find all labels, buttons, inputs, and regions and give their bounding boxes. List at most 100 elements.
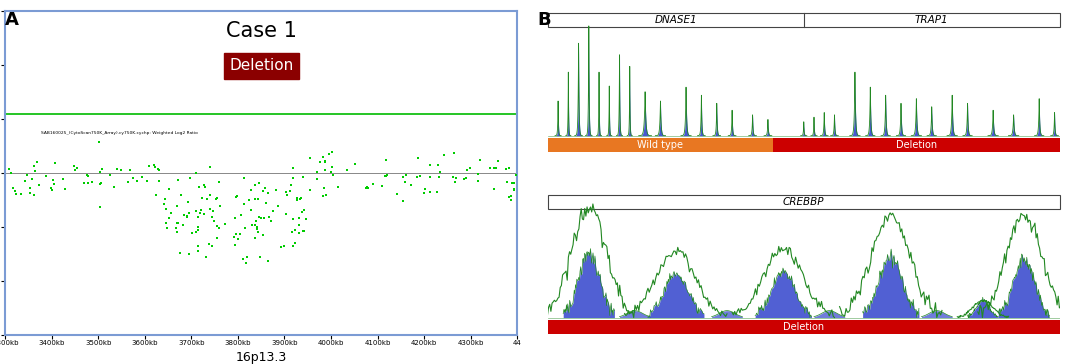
Point (203, 214, 220, 220)
Point (26, 192, 43, 198)
Point (69, 165, 86, 171)
Point (295, 207, 312, 213)
Point (276, 243, 293, 249)
Point (283, 229, 300, 235)
Point (429, 162, 446, 168)
Point (247, 218, 264, 224)
Point (410, 155, 427, 161)
Point (378, 173, 395, 179)
Point (6, 187, 23, 193)
Bar (547, 13, 1060, 27)
Point (317, 159, 334, 165)
Point (179, 199, 196, 205)
Point (119, 179, 136, 185)
Point (308, 177, 325, 182)
Point (29, 159, 46, 165)
Point (191, 184, 208, 190)
Point (430, 174, 447, 180)
Point (26, 163, 43, 169)
Point (278, 192, 295, 198)
Point (196, 182, 213, 187)
Point (171, 250, 189, 256)
Point (211, 179, 228, 185)
Point (359, 185, 376, 190)
Point (317, 192, 334, 198)
Point (178, 213, 195, 218)
Point (19, 172, 36, 178)
Point (16, 178, 33, 183)
Point (265, 207, 282, 213)
Point (506, 180, 523, 186)
Text: B: B (538, 11, 552, 29)
Point (486, 186, 503, 191)
Point (403, 182, 420, 188)
Point (195, 211, 212, 217)
Point (497, 166, 514, 172)
Point (255, 232, 272, 238)
Point (138, 178, 155, 184)
Point (294, 229, 311, 234)
Point (501, 194, 518, 200)
Point (158, 221, 175, 226)
Point (13, 191, 30, 197)
X-axis label: 16p13.3: 16p13.3 (235, 351, 286, 364)
Point (488, 165, 505, 171)
Point (183, 230, 200, 236)
Point (155, 201, 173, 207)
Point (232, 213, 249, 218)
Point (301, 155, 318, 161)
Point (91, 139, 108, 145)
Point (503, 193, 520, 199)
Point (146, 162, 163, 167)
Point (323, 169, 340, 175)
Point (394, 198, 411, 203)
Point (235, 201, 252, 207)
Point (289, 195, 306, 201)
Point (504, 180, 521, 186)
Text: Deletion: Deletion (783, 322, 824, 332)
Point (134, 174, 151, 180)
Point (260, 214, 277, 219)
Point (208, 235, 225, 241)
Point (203, 243, 220, 249)
Point (80, 180, 97, 186)
Text: Case 1: Case 1 (226, 21, 297, 41)
Point (445, 150, 462, 156)
Point (196, 184, 213, 190)
Point (246, 197, 263, 202)
Point (501, 166, 518, 171)
Point (316, 159, 333, 165)
Point (293, 195, 310, 201)
Point (373, 183, 390, 189)
Point (503, 197, 520, 203)
Point (422, 162, 439, 167)
Point (212, 203, 229, 209)
Point (235, 175, 252, 181)
Point (234, 256, 251, 262)
Point (436, 153, 453, 158)
Point (45, 177, 62, 183)
Point (45, 181, 62, 187)
Point (284, 165, 301, 170)
Point (416, 187, 433, 193)
Point (506, 186, 523, 192)
Point (237, 261, 255, 266)
Point (395, 174, 412, 180)
Text: Deletion: Deletion (896, 140, 937, 150)
Point (470, 171, 487, 177)
Point (169, 220, 186, 226)
Point (290, 230, 307, 236)
Point (239, 254, 256, 260)
Point (250, 180, 267, 186)
Point (324, 164, 341, 170)
Point (284, 216, 301, 222)
Point (278, 189, 295, 195)
Point (246, 222, 263, 228)
Point (21, 185, 38, 191)
Point (180, 252, 197, 257)
Point (168, 229, 185, 235)
Point (364, 182, 381, 187)
Point (284, 175, 301, 181)
Point (167, 225, 184, 231)
Point (125, 175, 142, 181)
